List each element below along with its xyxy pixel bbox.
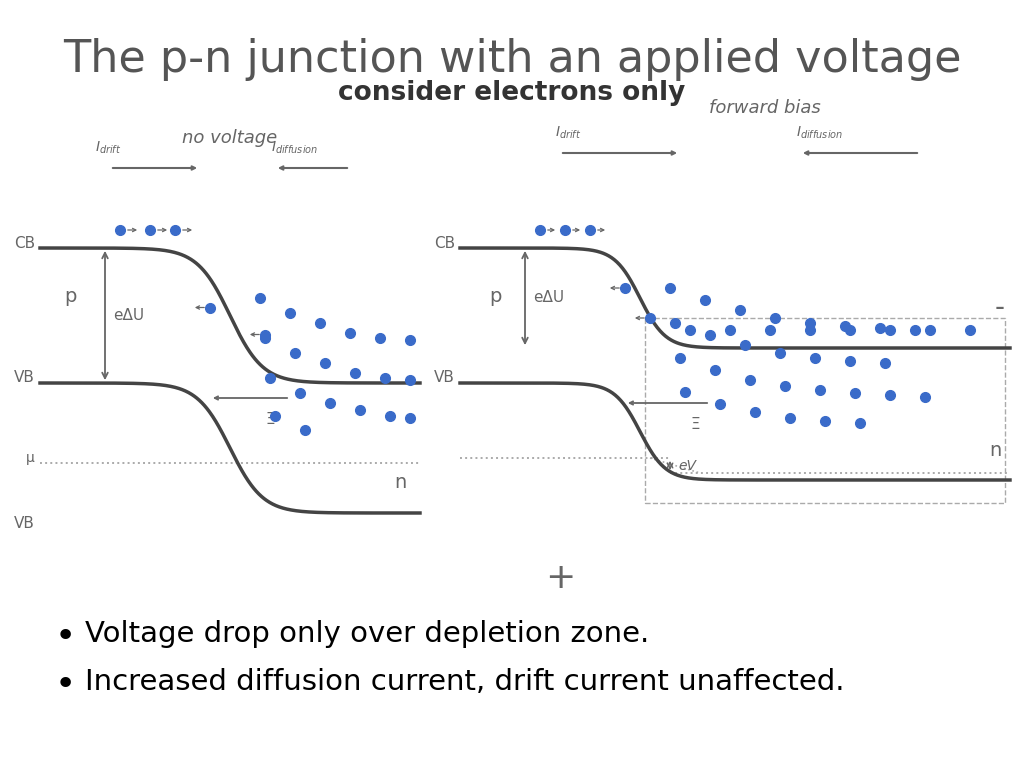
Text: The p-n junction with an applied voltage: The p-n junction with an applied voltage — [62, 38, 962, 81]
Text: p: p — [488, 286, 501, 306]
Text: Increased diffusion current, drift current unaffected.: Increased diffusion current, drift curre… — [85, 668, 845, 696]
Text: n: n — [394, 474, 407, 492]
Text: consider electrons only: consider electrons only — [338, 80, 686, 106]
Bar — [645, 318, 1005, 503]
Text: VB: VB — [14, 515, 35, 531]
Text: -: - — [995, 294, 1005, 322]
Text: μ: μ — [27, 451, 35, 465]
Text: CB: CB — [434, 236, 455, 250]
Text: $I_{drift}$: $I_{drift}$ — [555, 124, 582, 141]
Text: VB: VB — [434, 370, 455, 386]
Text: Voltage drop only over depletion zone.: Voltage drop only over depletion zone. — [85, 620, 649, 648]
Text: •: • — [55, 620, 76, 654]
Text: p: p — [63, 286, 76, 306]
Text: forward bias: forward bias — [710, 99, 821, 117]
Text: VB: VB — [14, 370, 35, 386]
Text: Ξ: Ξ — [265, 412, 274, 427]
Text: no voltage: no voltage — [182, 129, 278, 147]
Text: $I_{drift}$: $I_{drift}$ — [95, 140, 122, 156]
Text: eΔU: eΔU — [534, 290, 564, 306]
Text: eΔU: eΔU — [113, 309, 144, 323]
Text: $I_{diffusion}$: $I_{diffusion}$ — [271, 140, 318, 156]
Text: eV: eV — [678, 459, 696, 473]
Text: +: + — [545, 561, 575, 595]
Text: •: • — [55, 668, 76, 702]
Text: $I_{diffusion}$: $I_{diffusion}$ — [797, 124, 844, 141]
Text: CB: CB — [14, 236, 35, 250]
Text: Ξ: Ξ — [690, 417, 699, 432]
Text: n: n — [989, 441, 1001, 459]
